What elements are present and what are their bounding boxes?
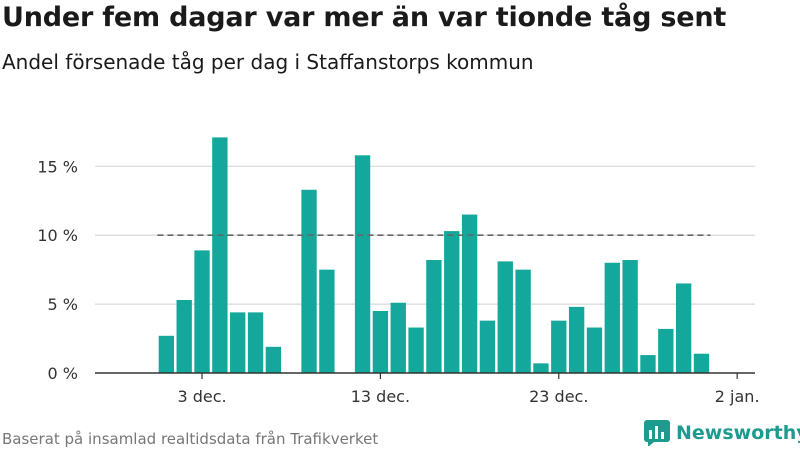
bar — [604, 262, 620, 373]
bar — [212, 137, 228, 373]
bar — [693, 353, 710, 373]
bar — [176, 299, 192, 373]
x-tick-label: 3 dec. — [177, 387, 226, 406]
source-note: Baserat på insamlad realtidsdata från Tr… — [2, 430, 379, 448]
bar — [640, 355, 656, 373]
x-tick-label: 2 jan. — [715, 387, 760, 406]
bar — [158, 335, 175, 373]
bar — [658, 328, 674, 373]
newsworthy-logo-icon — [644, 420, 670, 446]
bar — [426, 260, 442, 373]
brand-logo: Newsworthy — [644, 420, 800, 446]
bar — [551, 320, 567, 373]
x-tick-label: 23 dec. — [529, 387, 588, 406]
bar — [461, 214, 478, 373]
bar — [533, 363, 549, 373]
bar — [586, 327, 603, 373]
bar — [408, 327, 424, 373]
chart-subtitle: Andel försenade tåg per dag i Staffansto… — [2, 50, 534, 74]
bar — [230, 312, 246, 373]
bar — [319, 269, 335, 373]
bar — [515, 269, 531, 373]
bar — [568, 306, 585, 373]
bar — [301, 189, 317, 373]
brand-name: Newsworthy — [676, 422, 800, 444]
chart-title: Under fem dagar var mer än var tionde tå… — [2, 2, 727, 33]
y-tick-label: 0 % — [48, 364, 78, 383]
bar — [194, 250, 210, 373]
bar — [444, 231, 460, 373]
bar — [247, 312, 264, 373]
bar — [497, 261, 513, 373]
bar — [479, 320, 496, 373]
bar — [354, 155, 371, 373]
bar — [265, 346, 282, 373]
bar — [390, 302, 406, 373]
x-tick-label: 13 dec. — [351, 387, 410, 406]
bar — [622, 260, 638, 373]
y-tick-label: 10 % — [37, 226, 78, 245]
bar — [675, 283, 692, 373]
bar — [372, 311, 389, 373]
y-tick-label: 15 % — [37, 157, 78, 176]
y-tick-label: 5 % — [48, 295, 78, 314]
